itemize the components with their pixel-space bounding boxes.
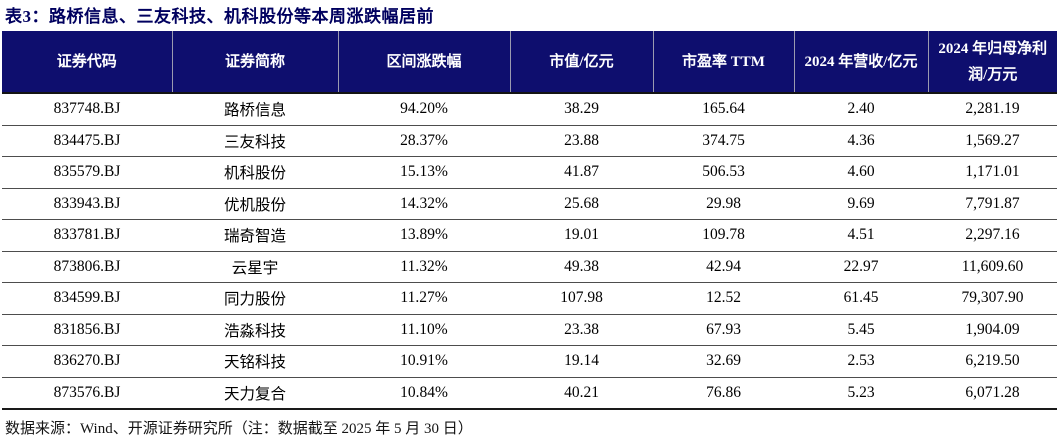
table-cell: 4.36 bbox=[794, 125, 928, 157]
table-cell: 12.52 bbox=[653, 282, 794, 315]
table-cell: 873806.BJ bbox=[2, 251, 172, 283]
table-cell: 32.69 bbox=[653, 345, 794, 378]
table-cell: 4.60 bbox=[794, 156, 928, 189]
table-cell: 94.20% bbox=[338, 93, 510, 126]
table-cell: 2,281.19 bbox=[928, 93, 1057, 126]
table-cell: 11.10% bbox=[338, 314, 510, 346]
table-title: 表3：路桥信息、三友科技、机科股份等本周涨跌幅居前 bbox=[5, 7, 434, 26]
table-cell: 109.78 bbox=[653, 219, 794, 252]
table-row: 833781.BJ 瑞奇智造 13.89% 19.01 109.78 4.51 2,297.… bbox=[2, 219, 1057, 252]
table-cell: 833781.BJ bbox=[2, 219, 172, 252]
table-cell: 42.94 bbox=[653, 251, 794, 283]
table-cell: 837748.BJ bbox=[2, 93, 172, 126]
table-cell: 11.32% bbox=[338, 251, 510, 283]
table-cell: 7,791.87 bbox=[928, 188, 1057, 220]
column-header: 证券简称 bbox=[171, 31, 338, 94]
table-cell: 1,904.09 bbox=[928, 314, 1057, 346]
column-header: 证券代码 bbox=[2, 31, 172, 94]
table-cell: 9.69 bbox=[794, 188, 928, 220]
table-cell: 835579.BJ bbox=[2, 156, 172, 189]
table-cell: 29.98 bbox=[653, 188, 794, 220]
table-cell: 云星宇 bbox=[172, 251, 338, 283]
table-cell: 76.86 bbox=[653, 377, 794, 410]
table-cell: 23.88 bbox=[510, 125, 653, 157]
table-row: 837748.BJ 路桥信息 94.20% 38.29 165.64 2.40 2,281.… bbox=[2, 93, 1057, 126]
header-row: 证券代码 证券简称 区间涨跌幅 市值/亿元 市盈率 TTM 2024 年营收/亿元 2024… bbox=[2, 31, 1057, 94]
table-cell: 浩淼科技 bbox=[172, 314, 338, 346]
column-header: 市值/亿元 bbox=[509, 31, 653, 94]
table-cell: 831856.BJ bbox=[2, 314, 172, 346]
table-cell: 2.53 bbox=[794, 345, 928, 378]
table-cell: 2.40 bbox=[794, 93, 928, 126]
data-table: 证券代码 证券简称 区间涨跌幅 市值/亿元 市盈率 TTM 2024 年营收/亿元 2024… bbox=[2, 31, 1057, 410]
table-row: 834599.BJ 同力股份 11.27% 107.98 12.52 61.45 79,30… bbox=[2, 282, 1057, 315]
table-cell: 506.53 bbox=[653, 156, 794, 189]
table-cell: 机科股份 bbox=[172, 156, 338, 189]
table-row: 834475.BJ 三友科技 28.37% 23.88 374.75 4.36 1,569.… bbox=[2, 125, 1057, 157]
table-cell: 天铭科技 bbox=[172, 345, 338, 378]
table-cell: 10.84% bbox=[338, 377, 510, 410]
table-cell: 瑞奇智造 bbox=[172, 219, 338, 252]
column-header: 区间涨跌幅 bbox=[337, 31, 510, 94]
column-header: 2024 年营收/亿元 bbox=[793, 31, 928, 94]
table-cell: 836270.BJ bbox=[2, 345, 172, 378]
table-cell: 6,219.50 bbox=[928, 345, 1057, 378]
table-cell: 11.27% bbox=[338, 282, 510, 315]
table-cell: 107.98 bbox=[510, 282, 653, 315]
table-cell: 23.38 bbox=[510, 314, 653, 346]
table-cell: 49.38 bbox=[510, 251, 653, 283]
table-cell: 28.37% bbox=[338, 125, 510, 157]
column-header: 2024 年归母净利润/万元 bbox=[927, 31, 1057, 94]
table-cell: 834475.BJ bbox=[2, 125, 172, 157]
table-cell: 834599.BJ bbox=[2, 282, 172, 315]
table-body: 837748.BJ 路桥信息 94.20% 38.29 165.64 2.40 2,281.… bbox=[2, 93, 1057, 410]
table-cell: 833943.BJ bbox=[2, 188, 172, 220]
table-cell: 41.87 bbox=[510, 156, 653, 189]
table-cell: 11,609.60 bbox=[928, 251, 1057, 283]
table-row: 831856.BJ 浩淼科技 11.10% 23.38 67.93 5.45 1,904.0… bbox=[2, 314, 1057, 346]
table-cell: 1,171.01 bbox=[928, 156, 1057, 189]
table-cell: 5.23 bbox=[794, 377, 928, 410]
table-cell: 165.64 bbox=[653, 93, 794, 126]
table-cell: 38.29 bbox=[510, 93, 653, 126]
table-header: 证券代码 证券简称 区间涨跌幅 市值/亿元 市盈率 TTM 2024 年营收/亿元 2024… bbox=[2, 31, 1057, 94]
table-cell: 三友科技 bbox=[172, 125, 338, 157]
table-cell: 15.13% bbox=[338, 156, 510, 189]
table-cell: 374.75 bbox=[653, 125, 794, 157]
table-row: 833943.BJ 优机股份 14.32% 25.68 29.98 9.69 7,791.8… bbox=[2, 188, 1057, 220]
table-cell: 10.91% bbox=[338, 345, 510, 378]
table-cell: 19.14 bbox=[510, 345, 653, 378]
table-cell: 79,307.90 bbox=[928, 282, 1057, 315]
table-cell: 22.97 bbox=[794, 251, 928, 283]
table-cell: 14.32% bbox=[338, 188, 510, 220]
table-cell: 天力复合 bbox=[172, 377, 338, 410]
table-cell: 13.89% bbox=[338, 219, 510, 252]
table-cell: 优机股份 bbox=[172, 188, 338, 220]
table-cell: 6,071.28 bbox=[928, 377, 1057, 410]
table-row: 873576.BJ 天力复合 10.84% 40.21 76.86 5.23 6,071.2… bbox=[2, 377, 1057, 410]
table-cell: 67.93 bbox=[653, 314, 794, 346]
table-cell: 路桥信息 bbox=[172, 93, 338, 126]
table-cell: 873576.BJ bbox=[2, 377, 172, 410]
table-cell: 1,569.27 bbox=[928, 125, 1057, 157]
table-cell: 5.45 bbox=[794, 314, 928, 346]
table-cell: 25.68 bbox=[510, 188, 653, 220]
table-cell: 同力股份 bbox=[172, 282, 338, 315]
table-cell: 4.51 bbox=[794, 219, 928, 252]
source-note: 数据来源：Wind、开源证券研究所（注：数据截至 2025 年 5 月 30 日… bbox=[5, 421, 473, 437]
table-cell: 40.21 bbox=[510, 377, 653, 410]
table-cell: 61.45 bbox=[794, 282, 928, 315]
column-header: 市盈率 TTM bbox=[652, 31, 794, 94]
table-cell: 2,297.16 bbox=[928, 219, 1057, 252]
table-row: 835579.BJ 机科股份 15.13% 41.87 506.53 4.60 1,171.… bbox=[2, 156, 1057, 189]
table-cell: 19.01 bbox=[510, 219, 653, 252]
table-row: 836270.BJ 天铭科技 10.91% 19.14 32.69 2.53 6,219.5… bbox=[2, 345, 1057, 378]
table-row: 873806.BJ 云星宇 11.32% 49.38 42.94 22.97 11,609.… bbox=[2, 251, 1057, 283]
